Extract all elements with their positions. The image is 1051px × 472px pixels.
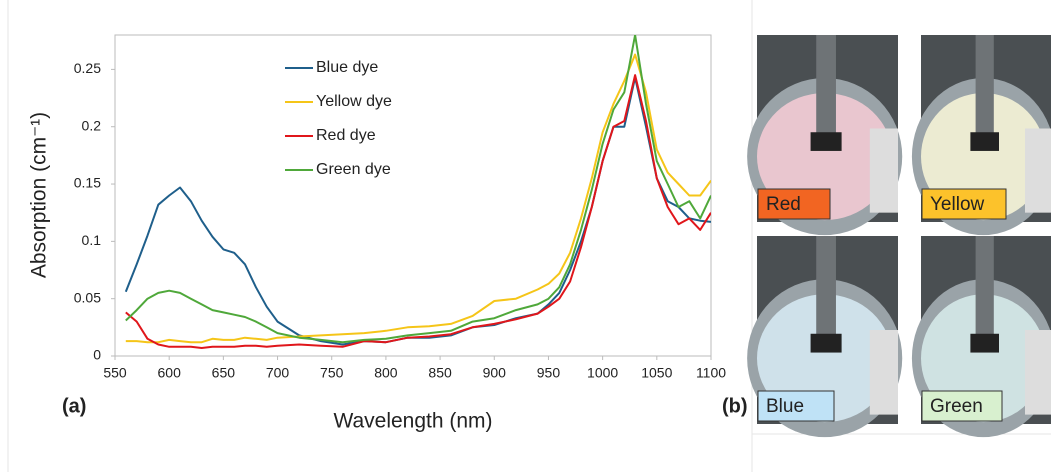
- x-tick-label: 650: [212, 365, 236, 381]
- legend-label: Blue dye: [316, 59, 378, 76]
- x-tick-label: 550: [103, 365, 127, 381]
- legend-label: Yellow dye: [316, 93, 392, 110]
- photo-label: Green: [930, 396, 983, 417]
- x-tick-label: 950: [537, 365, 561, 381]
- panel-label: (b): [722, 395, 748, 417]
- series-line: [125, 53, 711, 344]
- panel-label: (a): [62, 395, 86, 417]
- photo-bottle: [1025, 128, 1051, 213]
- label-box: [921, 188, 1007, 220]
- x-tick-label: 700: [266, 365, 290, 381]
- x-tick-label: 1100: [696, 365, 726, 381]
- label-box: [757, 390, 835, 422]
- plot-area: [124, 35, 711, 349]
- photo-ice: [757, 294, 893, 423]
- y-tick-label: 0.2: [82, 117, 102, 133]
- legend-label: Red dye: [316, 127, 376, 144]
- x-tick-label: 600: [158, 365, 182, 381]
- photo-bottle: [869, 128, 898, 213]
- photo-holder: [810, 132, 842, 151]
- photo-holder: [810, 333, 842, 353]
- photo-ice: [921, 294, 1046, 423]
- x-tick-label: 850: [428, 365, 452, 381]
- photo-rod: [975, 35, 994, 138]
- y-axis-label: Absorption (cm⁻¹): [28, 112, 51, 278]
- photo-holder: [970, 132, 999, 151]
- photo-panel: Red Yellow Blue Green: [747, 35, 1051, 438]
- photo-bottle: [1025, 330, 1051, 415]
- photo-ice: [757, 92, 893, 221]
- photo-bottle: [869, 330, 898, 415]
- photo-rod: [816, 35, 836, 138]
- label-box: [921, 390, 1003, 422]
- series-line: [125, 74, 711, 349]
- plot-frame: [114, 34, 712, 357]
- photo-rod: [816, 236, 836, 340]
- x-tick-label: 1000: [587, 365, 618, 381]
- x-axis-label: Wavelength (nm): [333, 410, 492, 433]
- x-tick-label: 1050: [641, 365, 672, 381]
- photo-label: Red: [766, 194, 801, 215]
- series-line: [124, 76, 711, 346]
- x-tick-label: 750: [320, 365, 344, 381]
- x-tick-label: 800: [374, 365, 398, 381]
- x-tick-label: 900: [483, 365, 507, 381]
- y-tick-label: 0.05: [74, 289, 101, 305]
- series-line: [125, 35, 711, 344]
- y-tick-label: 0.15: [74, 175, 101, 191]
- legend-label: Green dye: [316, 161, 391, 178]
- photo-label: Yellow: [930, 194, 985, 215]
- photo-holder: [970, 333, 999, 353]
- photo-label: Blue: [766, 396, 804, 417]
- y-tick-label: 0.25: [74, 60, 101, 76]
- photo-rod: [975, 236, 994, 340]
- y-tick-label: 0: [93, 347, 101, 363]
- photo-ice: [921, 92, 1046, 221]
- label-box: [757, 188, 831, 220]
- y-tick-label: 0.1: [82, 232, 102, 248]
